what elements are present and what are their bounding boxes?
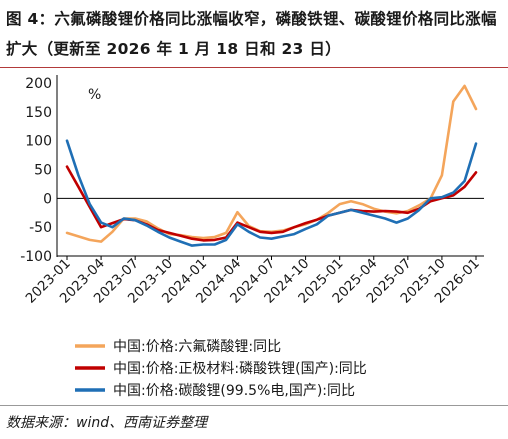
series-line-3 [65, 139, 478, 247]
title-divider [0, 67, 508, 68]
y-axis-ticks: 200 150 100 50 0 -50 -100 [20, 76, 52, 265]
chart-axes [56, 75, 484, 257]
y-tick-label: 100 [25, 134, 52, 150]
y-tick-label: 150 [25, 105, 52, 121]
y-axis-unit-label: % [88, 87, 101, 103]
legend-label-3: 中国:价格:碳酸锂(99.5%电,国产):同比 [113, 383, 355, 399]
chart-legend: 中国:价格:六氟磷酸锂:同比中国:价格:正极材料:磷酸铁锂(国产):同比中国:价… [75, 339, 367, 399]
series-line-2 [65, 165, 478, 242]
series-lines [65, 84, 478, 247]
legend-label-2: 中国:价格:正极材料:磷酸铁锂(国产):同比 [113, 361, 367, 377]
y-tick-label: 50 [34, 163, 52, 179]
y-tick-label: 0 [43, 191, 52, 207]
data-source-note: 数据来源：wind、西南证券整理 [6, 415, 208, 431]
source-divider [0, 405, 508, 406]
x-axis-ticks: 2023-012023-042023-072023-102024-012024-… [23, 256, 483, 307]
y-tick-label: -100 [20, 249, 52, 265]
legend-label-1: 中国:价格:六氟磷酸锂:同比 [113, 339, 281, 355]
line-chart: 200 150 100 50 0 -50 -100 2023-012023-042023-0… [20, 75, 484, 399]
chart-title: 图 4：六氟磷酸锂价格同比涨幅收窄，磷酸铁锂、碳酸锂价格同比涨幅扩大（更新至 2… [6, 10, 497, 58]
y-tick-label: 200 [25, 76, 52, 92]
y-tick-label: -50 [29, 220, 52, 236]
